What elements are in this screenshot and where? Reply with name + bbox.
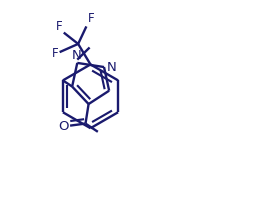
Text: F: F: [52, 46, 58, 59]
Text: O: O: [58, 119, 68, 132]
Text: N: N: [71, 49, 81, 62]
Text: F: F: [56, 20, 62, 32]
Text: F: F: [87, 12, 94, 25]
Text: N: N: [107, 60, 116, 73]
